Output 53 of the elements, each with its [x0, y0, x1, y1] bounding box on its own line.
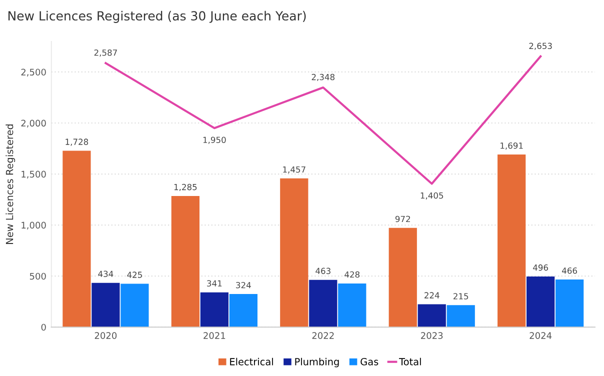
- y-tick-label: 0: [41, 324, 46, 331]
- x-tick-label: 2024: [530, 332, 552, 339]
- bar: [388, 228, 417, 328]
- bar: [556, 280, 584, 328]
- data-label: 466: [562, 267, 577, 274]
- y-tick-label: 2,000: [21, 120, 46, 128]
- bar: [418, 304, 446, 328]
- x-tick-label: 2023: [421, 332, 443, 339]
- bar: [120, 284, 149, 328]
- x-tick-label: 2020: [94, 332, 117, 339]
- data-label: 2,653: [529, 42, 552, 50]
- data-label: 1,457: [283, 166, 306, 174]
- bar: [280, 178, 308, 328]
- data-label: 1,950: [203, 136, 226, 144]
- x-tick-label: 2022: [312, 332, 334, 339]
- data-label: 341: [207, 280, 222, 287]
- data-label: 463: [316, 268, 330, 274]
- bar: [229, 294, 258, 328]
- data-label: 1,691: [500, 142, 523, 150]
- data-label: 496: [533, 264, 548, 271]
- line-series: [104, 55, 542, 185]
- bar: [446, 305, 475, 328]
- data-label: 428: [344, 271, 360, 278]
- legend-label: Electrical: [230, 358, 273, 366]
- data-label: 215: [454, 293, 468, 300]
- data-label: 2,348: [312, 74, 334, 82]
- legend-label: Gas: [360, 358, 378, 366]
- y-tick-label: 500: [30, 272, 46, 280]
- data-label: 1,285: [174, 184, 197, 192]
- bar: [309, 280, 338, 328]
- bar: [62, 150, 91, 328]
- bar: [526, 276, 555, 328]
- data-label: 434: [98, 270, 114, 278]
- y-tick-label: 2,500: [21, 68, 46, 76]
- data-label: 1,728: [66, 138, 88, 146]
- bar: [200, 292, 228, 328]
- data-label: 324: [236, 282, 251, 288]
- legend-label: Plumbing: [295, 358, 339, 368]
- bar: [171, 196, 200, 328]
- data-label: 1,405: [420, 192, 444, 200]
- data-label: 2,587: [94, 49, 117, 57]
- x-tick-label: 2021: [204, 332, 226, 339]
- chart-title: New Licences Registered (as 30 June each Year): [8, 10, 306, 23]
- y-axis-title: New Licences Registered: [6, 124, 16, 244]
- bar: [498, 154, 526, 328]
- legend-label: Total: [399, 358, 421, 366]
- data-label: 224: [424, 292, 440, 298]
- bar: [92, 282, 120, 328]
- data-label: 972: [395, 216, 410, 222]
- y-tick-label: 1,500: [22, 170, 46, 179]
- data-label: 425: [127, 272, 142, 278]
- y-tick-label: 1,000: [22, 222, 46, 230]
- bar: [338, 283, 366, 328]
